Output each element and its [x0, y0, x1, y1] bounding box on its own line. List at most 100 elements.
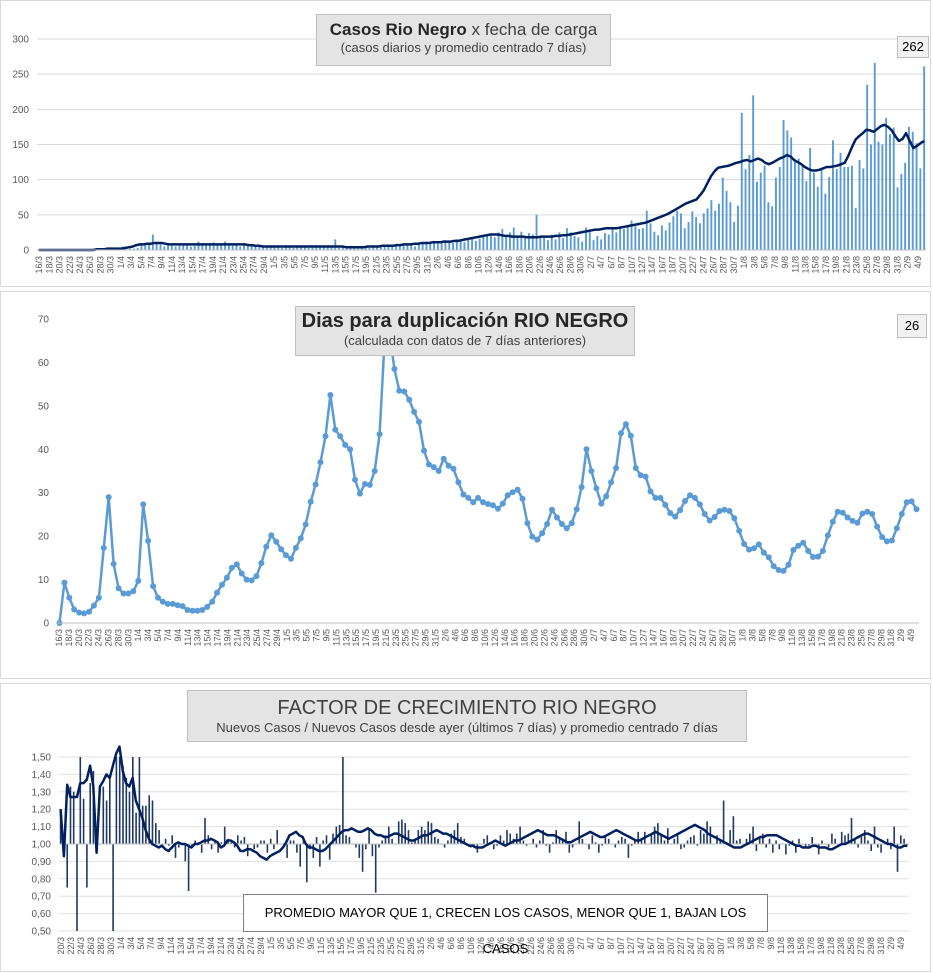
doubling-days-point — [81, 610, 88, 617]
x-tick-label: 31/8 — [886, 629, 896, 647]
daily-cases-bar — [474, 240, 477, 250]
y-tick-label: 0,90 — [32, 857, 52, 868]
x-tick-label: 16/6 — [504, 256, 514, 274]
x-tick-label: 27/8 — [856, 937, 866, 955]
doubling-days-point — [795, 542, 802, 549]
daily-cases-bar — [288, 247, 291, 250]
x-tick-label: 5/4 — [136, 937, 146, 950]
growth-factor-bar — [850, 817, 853, 844]
x-tick-label: 3/5 — [276, 937, 286, 950]
growth-factor-bar — [788, 844, 790, 846]
doubling-days-point — [105, 494, 112, 501]
growth-factor-bar — [269, 838, 272, 844]
growth-factor-bar — [775, 840, 777, 844]
doubling-days-point — [253, 573, 260, 580]
x-tick-label: 10/7 — [616, 937, 626, 955]
x-tick-label: 25/8 — [846, 937, 856, 955]
doubling-days-point — [785, 561, 792, 568]
x-tick-label: 3/8 — [749, 256, 759, 269]
doubling-days-point — [893, 525, 900, 532]
y-tick-label: 20 — [38, 532, 50, 543]
daily-cases-bar — [581, 241, 584, 250]
doubling-days-point — [603, 493, 610, 500]
growth-factor-bar — [650, 835, 653, 844]
daily-cases-bar — [638, 228, 641, 250]
x-tick-label: 21/5 — [381, 629, 391, 647]
daily-cases-bar — [512, 227, 515, 250]
daily-cases-bar — [870, 144, 872, 250]
x-tick-label: 19/4 — [208, 256, 218, 274]
x-tick-label: 3/4 — [143, 629, 153, 642]
daily-cases-bar — [729, 202, 732, 250]
growth-factor-bar — [739, 838, 741, 844]
daily-cases-bar — [862, 168, 865, 250]
growth-factor-bar — [223, 826, 226, 844]
daily-cases-bar — [296, 246, 299, 250]
x-tick-label: 7/4 — [147, 256, 157, 269]
daily-cases-bar — [858, 160, 861, 250]
daily-cases-bar — [554, 239, 557, 250]
x-tick-label: 23/4 — [228, 256, 238, 274]
x-tick-label: 11/5 — [320, 256, 330, 273]
doubling-days-point — [312, 481, 319, 488]
x-tick-label: 26/6 — [546, 937, 556, 955]
y-tick-label: 50 — [18, 210, 30, 221]
x-tick-label: 25/5 — [392, 256, 402, 274]
doubling-days-point — [120, 590, 127, 597]
x-tick-label: 2/6 — [433, 256, 443, 269]
doubling-days-point — [307, 498, 314, 505]
doubling-days-point — [416, 418, 422, 425]
daily-cases-bar — [771, 206, 774, 250]
daily-cases-bar — [421, 243, 424, 250]
x-tick-label: 25/4 — [236, 937, 246, 955]
doubling-days-point — [485, 501, 491, 507]
doubling-days-point — [228, 564, 235, 571]
doubling-days-point — [455, 479, 462, 486]
x-tick-label: 28/6 — [565, 256, 575, 274]
growth-factor-bar — [795, 844, 797, 853]
x-tick-label: 19/8 — [816, 937, 826, 955]
x-tick-label: 26/6 — [555, 256, 565, 274]
growth-factor-bar — [365, 844, 367, 850]
growth-factor-bar — [588, 844, 590, 850]
x-tick-label: 17/4 — [196, 937, 206, 955]
doubling-days-line — [58, 330, 918, 624]
daily-cases-bar — [155, 243, 158, 250]
doubling-days-point — [874, 523, 881, 530]
growth-factor-bar — [260, 840, 262, 844]
doubling-days-point — [534, 536, 541, 543]
daily-cases-bar — [611, 227, 614, 250]
daily-cases-bar — [144, 244, 147, 250]
x-tick-label: 29/5 — [412, 256, 422, 274]
growth-factor-bar — [509, 833, 511, 844]
growth-factor-bar — [519, 826, 521, 844]
daily-cases-bar — [653, 231, 656, 250]
x-tick-label: 16/7 — [646, 937, 656, 955]
x-tick-label: 16/6 — [496, 937, 506, 955]
x-tick-label: 15/4 — [187, 256, 197, 274]
growth-factor-bar — [607, 838, 610, 844]
doubling-days-point — [721, 506, 728, 513]
x-tick-label: 20/6 — [516, 937, 526, 955]
x-tick-label: 8/6 — [456, 937, 466, 950]
doubling-days-point — [593, 485, 600, 492]
daily-cases-bar — [258, 246, 261, 250]
doubling-days-point — [164, 600, 171, 607]
x-tick-label: 26/3 — [103, 629, 113, 647]
daily-cases-bar — [497, 232, 500, 250]
x-tick-label: 10/6 — [466, 937, 476, 955]
x-tick-label: 24/6 — [549, 629, 559, 647]
daily-cases-bar — [923, 66, 926, 251]
daily-cases-bar — [664, 230, 667, 250]
growth-factor-avg-line — [59, 745, 908, 861]
daily-cases-bar — [889, 133, 891, 250]
cases-chart-title-bold: Casos Rio Negro — [329, 20, 467, 39]
doubling-days-point — [691, 494, 698, 501]
doubling-days-point — [145, 537, 152, 544]
x-tick-label: 5/4 — [153, 629, 163, 642]
x-tick-label: 2/7 — [589, 629, 599, 642]
x-tick-label: 15/8 — [811, 256, 821, 274]
x-tick-label: 19/4 — [206, 937, 216, 955]
x-tick-label: 15/4 — [186, 937, 196, 955]
daily-cases-bar — [402, 245, 405, 250]
